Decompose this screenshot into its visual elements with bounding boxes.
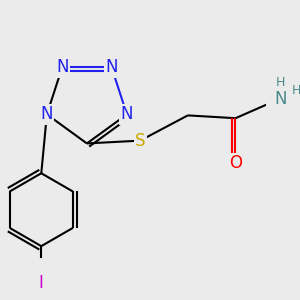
- Text: N: N: [274, 90, 286, 108]
- Text: I: I: [39, 274, 44, 292]
- Text: N: N: [121, 105, 133, 123]
- Text: O: O: [229, 154, 242, 172]
- Text: N: N: [105, 58, 118, 76]
- Text: S: S: [135, 132, 146, 150]
- Text: H: H: [276, 76, 285, 89]
- Text: H: H: [291, 84, 300, 97]
- Text: N: N: [56, 58, 68, 76]
- Text: N: N: [40, 105, 53, 123]
